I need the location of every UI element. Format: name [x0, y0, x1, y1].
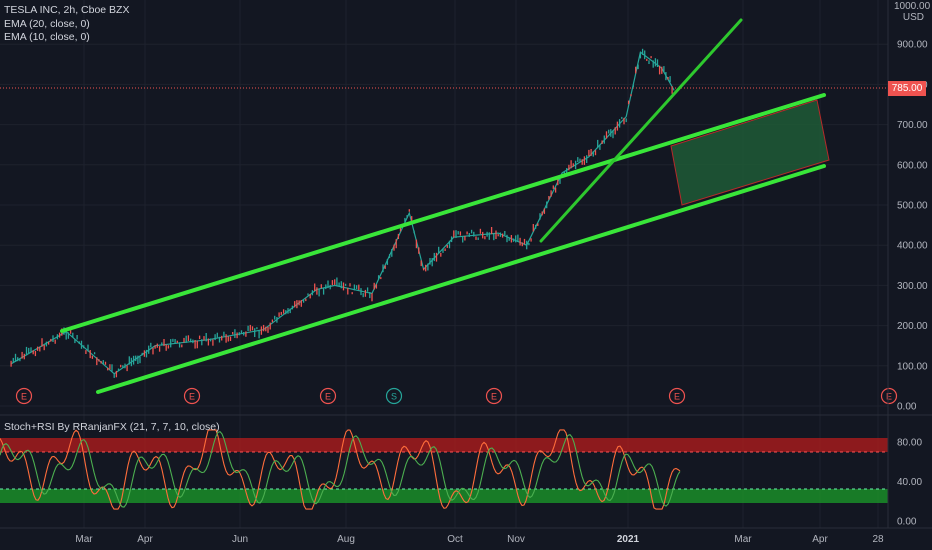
event-marker-label: E: [189, 392, 195, 402]
channel-lower-line[interactable]: [96, 164, 826, 394]
price-tick-label: 900.00: [897, 40, 928, 51]
time-tick-label: Aug: [337, 534, 355, 545]
time-tick-label: Jun: [232, 534, 248, 545]
time-tick-label: Apr: [137, 534, 153, 545]
price-tick-label: 300.00: [897, 281, 928, 292]
earnings-event-marker: E: [485, 387, 503, 405]
ema20-legend[interactable]: EMA (20, close, 0): [4, 17, 90, 30]
event-marker-label: E: [674, 392, 680, 402]
oscillator-tick-label: 0.00: [897, 517, 917, 528]
event-marker-label: S: [391, 392, 397, 402]
channel-upper-line[interactable]: [60, 93, 826, 333]
steep-trendline[interactable]: [539, 18, 743, 243]
symbol-title[interactable]: TESLA INC, 2h, Cboe BZX: [4, 4, 130, 16]
price-tick-label: 500.00: [897, 201, 928, 212]
oversold-zone: [0, 489, 888, 503]
price-tick-label: 200.00: [897, 321, 928, 332]
price-tick-label: 600.00: [897, 160, 928, 171]
price-tick-label: 100.00: [897, 361, 928, 372]
time-tick-label: Mar: [75, 534, 93, 545]
price-tick-label: 700.00: [897, 120, 928, 131]
event-marker-label: E: [21, 392, 27, 402]
oscillator-k-line: [0, 430, 681, 508]
chart-legend: TESLA INC, 2h, Cboe BZX EMA (20, close, …: [4, 4, 129, 45]
price-tick-label: 400.00: [897, 241, 928, 252]
split-event-marker: S: [385, 387, 403, 405]
oscillator-d-line: [0, 429, 681, 510]
price-tick-label: 0.00: [897, 402, 917, 413]
currency-top-tick: 1000.00: [894, 1, 931, 12]
event-marker-label: E: [491, 392, 497, 402]
time-tick-label: 28: [872, 534, 884, 545]
time-tick-label: 2021: [617, 534, 640, 545]
time-tick-label: Oct: [447, 534, 463, 545]
earnings-event-marker: E: [668, 387, 686, 405]
oscillator-legend[interactable]: Stoch+RSI By RRanjanFX (21, 7, 7, 10, cl…: [4, 421, 220, 433]
overbought-zone: [0, 438, 888, 452]
oscillator-tick-label: 80.00: [897, 437, 922, 448]
event-marker-label: E: [325, 392, 331, 402]
candles: [10, 48, 673, 378]
last-price-label: 785.00: [888, 81, 926, 96]
currency-label[interactable]: 1000.00 USD: [894, 1, 931, 23]
event-marker-label: E: [886, 392, 892, 402]
time-axis[interactable]: Mar Apr Jun Aug Oct Nov 2021 Mar Apr 28: [75, 534, 884, 545]
earnings-event-marker: E: [880, 387, 898, 405]
earnings-event-marker: E: [15, 387, 33, 405]
earnings-event-marker: E: [183, 387, 201, 405]
time-tick-label: Mar: [734, 534, 752, 545]
oscillator-axis[interactable]: 80.00 40.00 0.00: [897, 437, 922, 527]
currency-code: USD: [902, 12, 924, 23]
time-tick-label: Nov: [507, 534, 525, 545]
time-tick-label: Apr: [812, 534, 828, 545]
oscillator-tick-label: 40.00: [897, 477, 922, 488]
ema10-legend[interactable]: EMA (10, close, 0): [4, 31, 90, 43]
target-zone-box[interactable]: [670, 99, 830, 206]
earnings-event-marker: E: [319, 387, 337, 405]
